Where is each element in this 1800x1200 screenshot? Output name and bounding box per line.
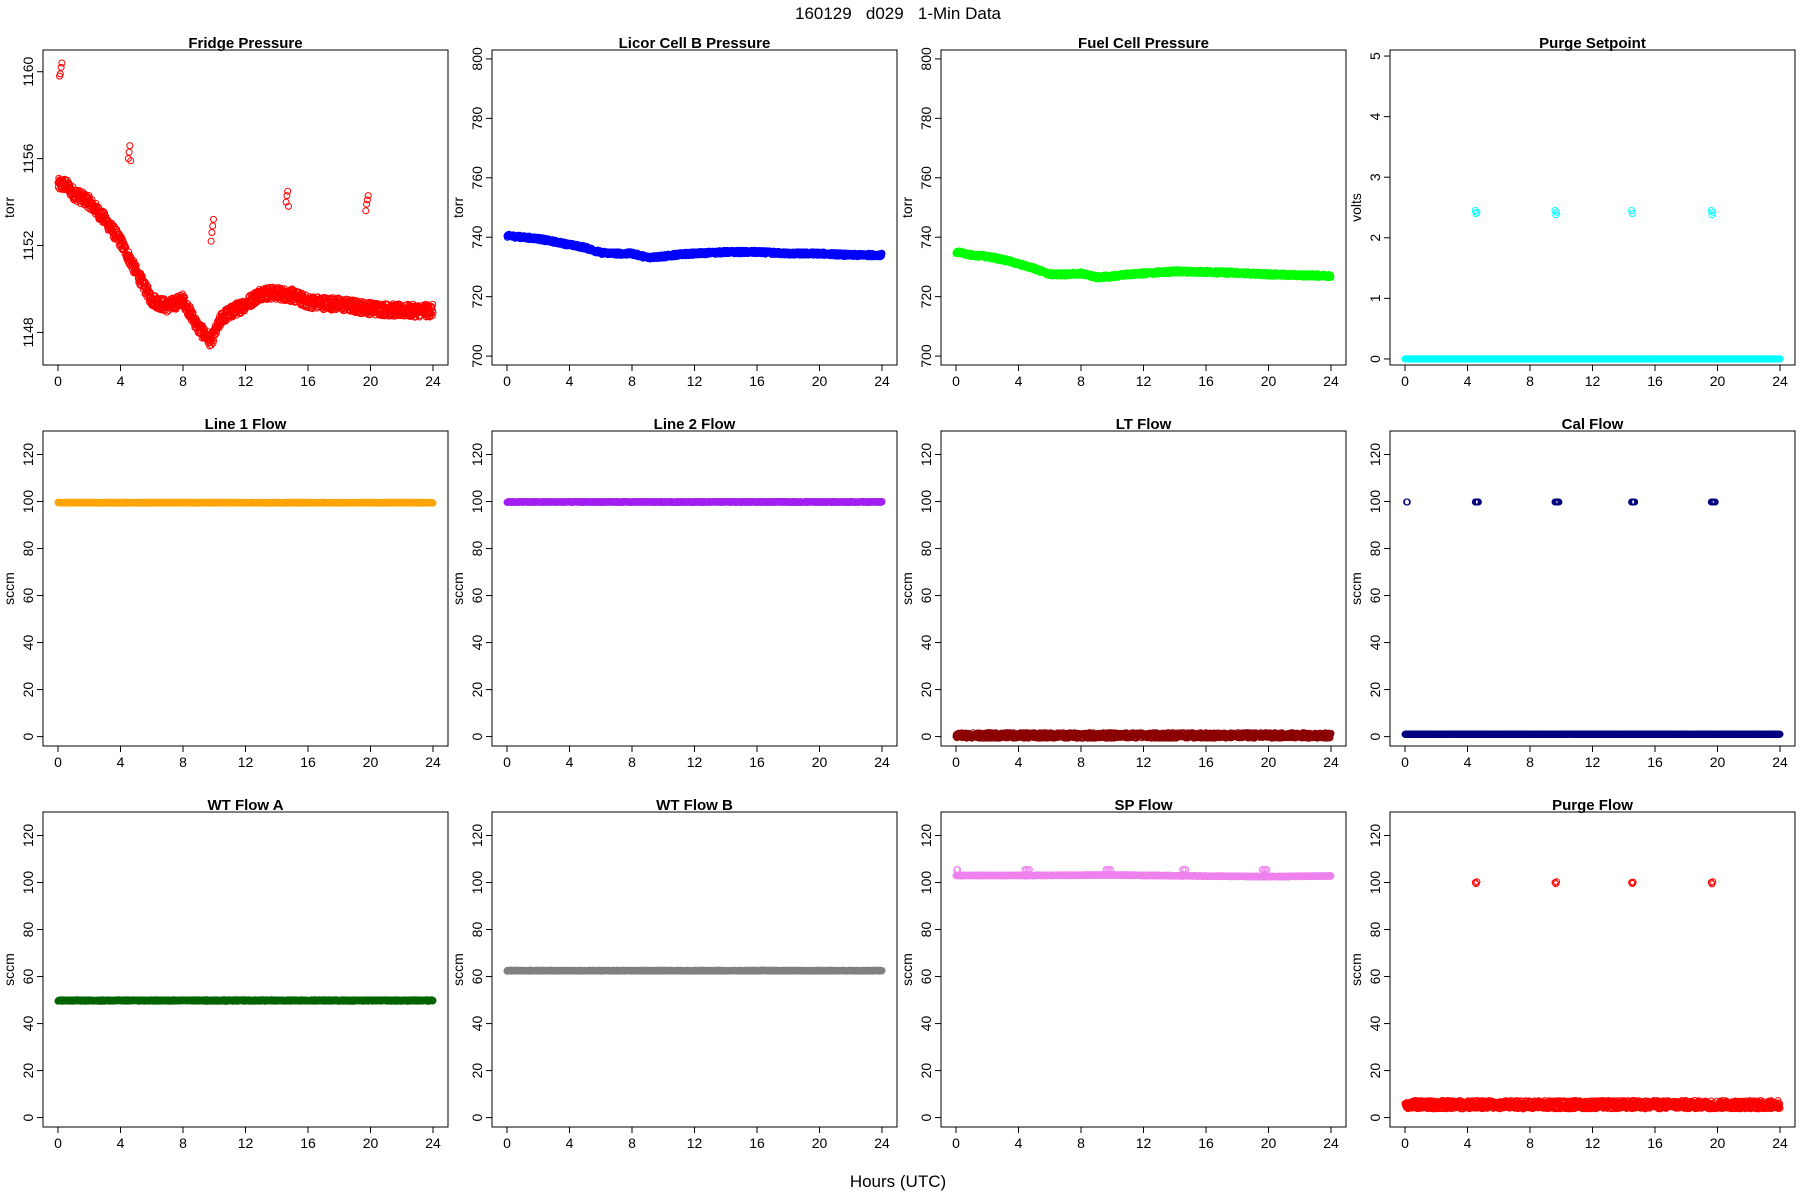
y-tick-label: 760: [918, 166, 934, 190]
x-tick-label: 24: [425, 373, 441, 389]
y-axis-label: torr: [1, 197, 17, 218]
x-tick-label: 20: [1261, 373, 1277, 389]
y-tick-label: 1156: [20, 143, 36, 173]
y-tick-label: 700: [918, 344, 934, 368]
y-tick-label: 740: [918, 225, 934, 249]
y-tick-label: 760: [469, 166, 485, 190]
x-tick-label: 4: [566, 373, 574, 389]
y-axis-label: torr: [450, 197, 466, 218]
x-tick-label: 20: [363, 373, 379, 389]
x-tick-label: 16: [749, 373, 765, 389]
y-tick-label: 4: [1367, 113, 1383, 121]
x-tick-label: 8: [1526, 373, 1534, 389]
x-tick-label: 20: [1710, 373, 1726, 389]
x-tick-label: 4: [117, 373, 125, 389]
data-point: [181, 293, 189, 301]
y-tick-label: 2: [1367, 234, 1383, 242]
panel-title: Fridge Pressure: [188, 35, 302, 52]
y-tick-label: 0: [1367, 355, 1383, 363]
y-axis-label: volts: [1348, 193, 1364, 222]
x-tick-label: 4: [1464, 373, 1472, 389]
data-point: [143, 282, 151, 290]
x-tick-label: 8: [179, 373, 187, 389]
y-tick-label: 1: [1367, 294, 1383, 302]
y-tick-label: 700: [469, 344, 485, 368]
x-tick-label: 16: [300, 373, 316, 389]
panel-title: Licor Cell B Pressure: [619, 35, 771, 52]
x-tick-label: 0: [54, 373, 62, 389]
x-tick-label: 12: [1136, 373, 1152, 389]
main-title: 160129 d029 1-Min Data: [795, 4, 1002, 23]
y-tick-label: 800: [469, 47, 485, 71]
x-tick-label: 24: [1772, 373, 1788, 389]
x-axis-label: Hours (UTC): [850, 1172, 946, 1191]
x-tick-label: 8: [1077, 373, 1085, 389]
data-point: [174, 302, 182, 310]
y-tick-label: 1160: [20, 56, 36, 86]
x-tick-label: 12: [1585, 373, 1601, 389]
x-tick-label: 24: [874, 373, 890, 389]
panel-0: Fridge Pressure torr 0 4 8 12 16 20 24 1148 1152 11…: [1, 35, 449, 389]
x-tick-label: 16: [1198, 373, 1214, 389]
y-tick-label: 780: [469, 106, 485, 130]
x-tick-label: 0: [503, 373, 511, 389]
y-tick-label: 1148: [20, 317, 36, 347]
x-tick-label: 20: [812, 373, 828, 389]
x-tick-label: 12: [238, 373, 254, 389]
y-tick-label: 780: [918, 106, 934, 130]
data-point: [125, 248, 133, 256]
panel-title: Fuel Cell Pressure: [1078, 35, 1209, 52]
y-tick-label: 720: [469, 285, 485, 309]
y-tick-label: 5: [1367, 52, 1383, 60]
x-tick-label: 0: [1401, 373, 1409, 389]
panel-title: Purge Setpoint: [1539, 35, 1646, 52]
y-tick-label: 3: [1367, 173, 1383, 181]
x-tick-label: 24: [1323, 373, 1339, 389]
y-tick-label: 1152: [20, 230, 36, 260]
y-tick-label: 740: [469, 225, 485, 249]
x-tick-label: 8: [628, 373, 636, 389]
x-tick-label: 16: [1647, 373, 1663, 389]
data-point: [180, 294, 188, 302]
data-point: [118, 235, 126, 243]
y-axis-label: torr: [899, 197, 915, 218]
data-points: [54, 59, 437, 350]
x-tick-label: 4: [1015, 373, 1023, 389]
x-tick-label: 0: [952, 373, 960, 389]
data-point: [132, 262, 140, 269]
y-tick-label: 720: [918, 285, 934, 309]
y-tick-label: 800: [918, 47, 934, 71]
x-tick-label: 12: [687, 373, 703, 389]
